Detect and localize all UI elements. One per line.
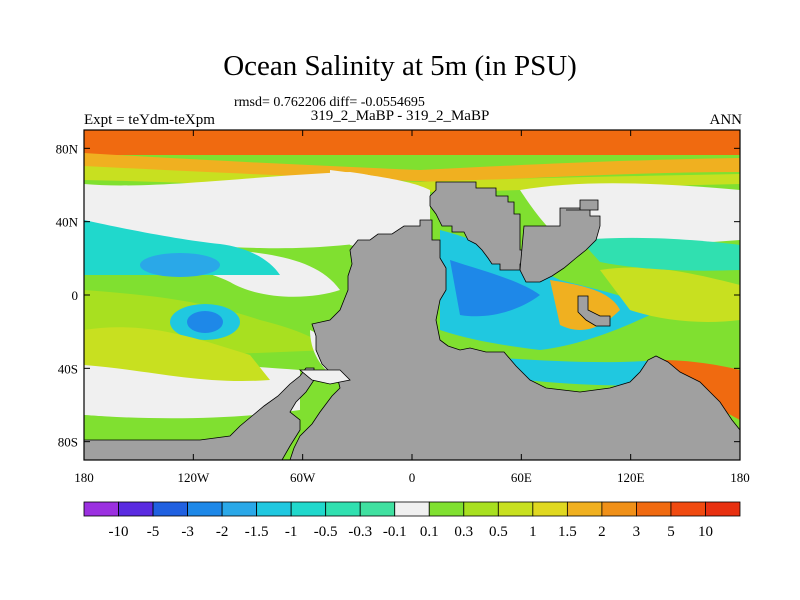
colorbar-swatch xyxy=(428,501,465,517)
land-india xyxy=(577,295,611,327)
colorbar-swatch xyxy=(705,501,741,517)
colorbar-swatch xyxy=(187,501,223,517)
lon-tick-label: 120W xyxy=(177,470,210,485)
map-field xyxy=(84,130,740,460)
west-pacific-teal xyxy=(580,237,740,271)
colorbar-swatch xyxy=(532,501,568,517)
colorbar-swatch xyxy=(359,501,396,517)
map-title: Ocean Salinity at 5m (in PSU) xyxy=(223,50,577,82)
south-america-tip-sea xyxy=(298,369,351,385)
colorbar-swatch xyxy=(636,501,672,517)
colorbar-label: -0.3 xyxy=(348,524,372,540)
colorbar-swatch xyxy=(290,501,327,517)
colorbar-swatch xyxy=(497,501,534,517)
colorbar-swatch xyxy=(83,501,119,517)
land-asia xyxy=(519,207,601,283)
lon-tick-label: 60W xyxy=(290,470,316,485)
land-europe-asia-west xyxy=(429,181,527,271)
colorbar-label: 0.3 xyxy=(454,524,473,540)
lon-tick-label: 180 xyxy=(74,470,94,485)
experiment-label: Expt = teYdm-teXpm xyxy=(84,112,215,128)
lat-tick-label: 40S xyxy=(58,361,78,376)
colorbar-label: -1 xyxy=(285,524,298,540)
colorbar-label: 10 xyxy=(698,524,713,540)
colorbar-label: -3 xyxy=(181,524,194,540)
colorbar-label: -5 xyxy=(147,524,160,540)
land-mask xyxy=(84,181,740,460)
colorbar-swatch xyxy=(256,501,292,517)
land-americas-africa-antarctica xyxy=(289,219,740,460)
colorbar-label: -2 xyxy=(216,524,229,540)
lat-tick-label: 80S xyxy=(58,435,78,450)
west-pacific-yellow xyxy=(600,267,740,322)
colorbar-swatch xyxy=(118,501,154,517)
colorbar-swatch xyxy=(394,501,430,517)
lat-tick-label: 40N xyxy=(56,215,79,230)
colorbar-label: 5 xyxy=(667,524,675,540)
latitude-axis: 80N 40N 0 40S 80S xyxy=(56,141,740,450)
land-south-america-antarctica xyxy=(84,367,315,460)
subtitle: 319_2_MaBP - 319_2_MaBP xyxy=(310,108,490,124)
stats-text: rmsd= 0.762206 diff= -0.0554695 xyxy=(234,95,425,110)
colorbar-swatch xyxy=(601,501,637,517)
lon-tick-label: 120E xyxy=(617,470,645,485)
colorbar-label: 0.1 xyxy=(420,524,439,540)
south-pacific-blue xyxy=(187,311,223,333)
south-pacific-yellow xyxy=(84,327,270,382)
colorbar-label: -0.1 xyxy=(383,524,407,540)
colorbar-label: 1.5 xyxy=(558,524,577,540)
period-label: ANN xyxy=(709,112,743,128)
lon-tick-label: 60E xyxy=(511,470,532,485)
lon-tick-label: 180 xyxy=(730,470,750,485)
colorbar: -10 -5 -3 -2 -1.5 -1 -0.5 -0.3 -0.1 0.1 0.3 0.5 1 1.5… xyxy=(83,501,741,540)
colorbar-label: 0.5 xyxy=(489,524,508,540)
pacific-cyan xyxy=(84,220,280,275)
colorbar-swatch xyxy=(221,501,258,517)
lon-tick-label: 0 xyxy=(409,470,416,485)
indian-ocean-blue xyxy=(450,260,540,317)
colorbar-label: 1 xyxy=(529,524,537,540)
pacific-negative-1 xyxy=(140,253,220,277)
colorbar-label: -1.5 xyxy=(245,524,269,540)
colorbar-swatch xyxy=(325,501,361,517)
high-salinity-band xyxy=(84,153,740,182)
colorbar-swatch xyxy=(463,501,499,517)
lat-tick-label: 80N xyxy=(56,141,79,156)
lat-tick-label: 0 xyxy=(72,288,79,303)
land-asia-northeast xyxy=(566,199,599,211)
colorbar-label: -10 xyxy=(109,524,129,540)
colorbar-swatch xyxy=(566,501,603,517)
colorbar-swatch xyxy=(670,501,706,517)
colorbar-label: 3 xyxy=(633,524,641,540)
colorbar-swatch xyxy=(152,501,188,517)
colorbar-label: -0.5 xyxy=(314,524,338,540)
longitude-axis: 180 120W 60W 0 60E 120E 180 xyxy=(74,130,750,485)
colorbar-label: 2 xyxy=(598,524,606,540)
